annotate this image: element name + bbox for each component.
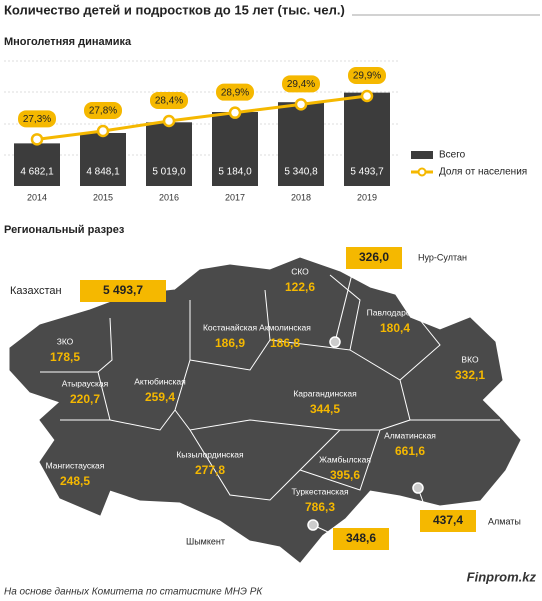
region-name: Актюбинская [134, 376, 186, 386]
country-shape [9, 257, 521, 563]
line-marker [30, 133, 44, 146]
city-value: 437,4 [433, 513, 463, 527]
brand: Finprom.kz [467, 569, 537, 584]
bar-label: 4 682,1 [20, 167, 54, 178]
line-marker [228, 106, 242, 119]
line-marker [96, 124, 110, 138]
region-value: 259,4 [145, 390, 175, 404]
region-value: 220,7 [70, 392, 100, 406]
bar [278, 102, 324, 186]
city-box [420, 510, 476, 532]
x-tick-label: 2016 [159, 192, 179, 202]
total-name: Казахстан [10, 285, 62, 297]
region-value: 122,6 [285, 280, 315, 294]
x-tick-label: 2015 [93, 192, 113, 202]
line-marker [360, 89, 374, 103]
region-name: Кызылординская [176, 449, 244, 459]
city-value: 348,6 [346, 531, 376, 545]
legend-swatch [417, 167, 427, 177]
legend-label: Всего [439, 150, 466, 161]
city-leader [334, 257, 357, 343]
legend-label: Доля от населения [439, 167, 527, 178]
label-box [18, 110, 56, 128]
city-dot [412, 482, 424, 494]
region-name: Мангистауская [46, 460, 105, 470]
bar [80, 132, 126, 186]
region-name: Алматинская [384, 430, 436, 440]
total-box [80, 280, 166, 302]
label-box [282, 75, 320, 93]
section-title: Региональный разрез [4, 224, 125, 236]
region-value: 180,4 [380, 321, 410, 335]
label-box [84, 102, 122, 119]
x-tick-label: 2017 [225, 192, 245, 202]
label-box [216, 83, 254, 101]
source: На основе данных Комитета по статистике … [4, 587, 263, 598]
label-box [150, 92, 188, 109]
decor-grid [4, 60, 400, 156]
bar [344, 92, 390, 186]
region-value: 786,3 [305, 500, 335, 514]
region-borders [40, 274, 500, 501]
region-name: Акмолинская [259, 322, 311, 332]
region-value: 186,9 [215, 336, 245, 350]
region-name: Павлодарская [367, 307, 424, 317]
label-box [348, 67, 386, 84]
line-marker [162, 114, 176, 128]
region-name: ЗКО [57, 336, 74, 346]
region-name: СКО [291, 266, 309, 276]
line-label: 28,4% [155, 96, 183, 107]
bar-label: 5 493,7 [350, 167, 384, 178]
region-value: 661,6 [395, 444, 425, 458]
region-name: Туркестанская [291, 486, 348, 496]
legend-swatch [411, 151, 433, 159]
x-tick-label: 2018 [291, 192, 311, 202]
bar-label: 5 340,8 [284, 167, 318, 178]
city-dot [307, 519, 319, 531]
bar-label: 5 184,0 [218, 167, 252, 178]
bar [14, 143, 60, 186]
x-tick-label: 2019 [357, 192, 377, 202]
region-name: Жамбылская [319, 454, 371, 464]
region-value: 186,8 [270, 336, 300, 350]
region-name: Атырауская [62, 378, 109, 388]
city-name: Алматы [488, 516, 521, 526]
city-value: 326,0 [359, 250, 389, 264]
city-name: Шымкент [186, 536, 225, 546]
bar-label: 4 848,1 [86, 167, 120, 178]
region-name: ВКО [461, 354, 479, 364]
line [36, 94, 368, 141]
line-label: 29,4% [287, 79, 315, 90]
line-marker [294, 98, 308, 111]
city-name: Нур-Султан [418, 252, 467, 262]
map [9, 257, 521, 563]
city-dot [329, 336, 341, 348]
x-tick-label: 2014 [27, 192, 47, 202]
title: Количество детей и подростков до 15 лет … [4, 2, 345, 17]
line-label: 27,3% [23, 114, 51, 125]
subtitle: Многолетняя динамика [4, 36, 132, 48]
total-value: 5 493,7 [103, 283, 143, 297]
line-label: 29,9% [353, 71, 381, 82]
region-value: 178,5 [50, 350, 80, 364]
region-name: Карагандинская [293, 388, 357, 398]
region-name: Костанайская [203, 322, 258, 332]
region-value: 332,1 [455, 368, 485, 382]
city-box [346, 247, 402, 269]
bar [212, 112, 258, 186]
line-label: 27,8% [89, 106, 117, 117]
bar [146, 122, 192, 186]
line-label: 28,9% [221, 87, 249, 98]
bar-label: 5 019,0 [152, 167, 186, 178]
region-value: 248,5 [60, 474, 90, 488]
region-value: 395,6 [330, 468, 360, 482]
city-box [333, 528, 389, 550]
region-value: 344,5 [310, 402, 340, 416]
region-value: 277,8 [195, 463, 225, 477]
